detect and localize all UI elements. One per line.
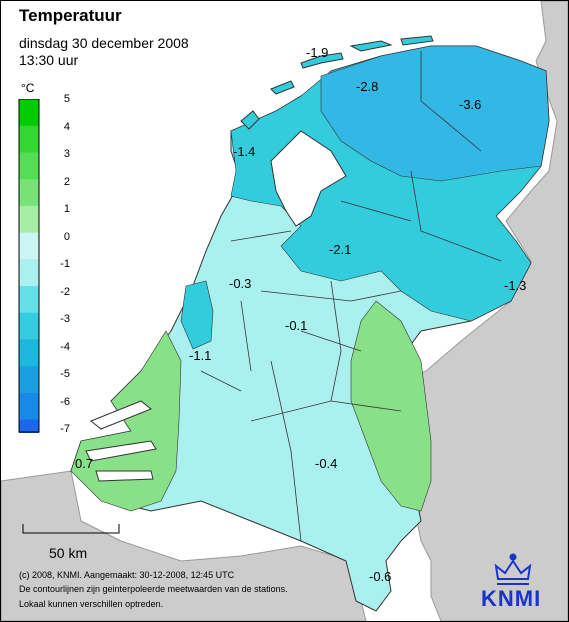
value-label: -0.1	[285, 318, 307, 333]
value-label: -0.3	[229, 276, 251, 291]
knmi-logo-text: KNMI	[481, 586, 542, 611]
legend-swatch	[19, 205, 39, 234]
scale-bar-label: 50 km	[49, 545, 88, 561]
legend-tick-label: -1	[60, 258, 70, 270]
province-borders	[200, 51, 502, 542]
legend-swatch	[19, 152, 39, 181]
value-label: -1.4	[233, 144, 255, 159]
legend-tick-label: 2	[63, 175, 70, 188]
scale-bar	[22, 524, 120, 534]
legend-tick-label: 0	[63, 230, 70, 243]
warm-zone-east	[350, 300, 432, 512]
legend-swatch	[19, 419, 39, 433]
belgium-land	[1, 470, 367, 621]
value-label: -0.4	[315, 456, 337, 471]
legend-tick-label: -3	[60, 313, 70, 325]
legend-tick-label: -5	[60, 368, 70, 380]
legend-tick-label: 5	[63, 93, 70, 105]
legend-frame	[18, 99, 40, 433]
legend-swatch	[19, 366, 39, 394]
legend-swatch	[19, 339, 39, 368]
zeeland-waters	[85, 400, 157, 482]
map-time: 13:30 uur	[19, 52, 79, 68]
legend-tick-label: 1	[63, 203, 70, 215]
legend-swatch	[19, 99, 39, 127]
cold-zone-coast	[180, 280, 214, 350]
legend-swatch	[19, 312, 39, 341]
legend-swatch	[19, 179, 39, 207]
legend-swatch	[19, 125, 39, 154]
legend-tick-label: -4	[60, 340, 70, 353]
neighbour-land	[400, 1, 568, 621]
color-legend	[18, 99, 40, 433]
ijsselmeer-lake	[270, 130, 347, 227]
footer-disclaimer: Lokaal kunnen verschillen optreden.	[19, 599, 164, 609]
legend-swatch	[19, 392, 39, 421]
colder-zone-northeast	[320, 45, 550, 182]
value-label: -2.1	[329, 242, 351, 257]
value-label: -1.9	[306, 45, 328, 60]
legend-tick-label: -2	[60, 285, 70, 298]
footer-note: De contourlijnen zijn geinterpoleerde me…	[19, 584, 288, 594]
footer-copyright: (c) 2008, KNMI. Aangemaakt: 30-12-2008, …	[19, 570, 235, 580]
legend-tick-label: -7	[60, 423, 70, 435]
knmi-crown-icon	[494, 553, 532, 585]
value-label: -0.6	[369, 569, 391, 584]
legend-tick-label: 3	[63, 148, 70, 160]
value-label: 0.7	[75, 456, 93, 471]
legend-swatch	[19, 286, 39, 314]
wadden-islands	[240, 35, 434, 130]
legend-tick-label: -6	[60, 395, 70, 408]
legend-swatch	[19, 232, 39, 261]
value-label: -1.3	[504, 278, 526, 293]
legend-unit: °C	[21, 81, 35, 95]
warm-zone-southwest	[70, 330, 182, 512]
map-title: Temperatuur	[19, 6, 122, 25]
legend-swatch	[19, 259, 39, 288]
value-label: -3.6	[459, 97, 481, 112]
value-label: -1.1	[189, 348, 211, 363]
legend-tick-label: 4	[63, 120, 70, 133]
value-label: -2.8	[356, 79, 378, 94]
map-date: dinsdag 30 december 2008	[19, 35, 189, 51]
